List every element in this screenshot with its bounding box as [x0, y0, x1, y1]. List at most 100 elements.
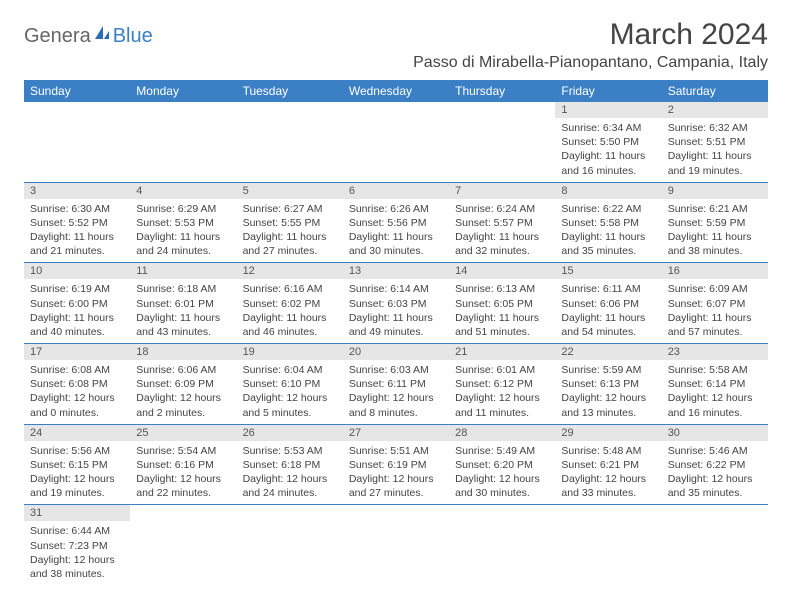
day-content: Sunrise: 5:49 AMSunset: 6:20 PMDaylight:…	[449, 441, 555, 505]
day-number: 18	[130, 344, 236, 360]
header: Genera Blue March 2024 Passo di Mirabell…	[24, 18, 768, 72]
calendar-cell: 9Sunrise: 6:21 AMSunset: 5:59 PMDaylight…	[662, 182, 768, 263]
calendar-row: 17Sunrise: 6:08 AMSunset: 6:08 PMDayligh…	[24, 344, 768, 425]
location: Passo di Mirabella-Pianopantano, Campani…	[413, 54, 768, 72]
col-sunday: Sunday	[24, 80, 130, 102]
day-number: 29	[555, 425, 661, 441]
daylight: Daylight: 12 hours and 11 minutes.	[455, 391, 549, 419]
sunset: Sunset: 6:08 PM	[30, 377, 124, 391]
sunrise: Sunrise: 6:44 AM	[30, 524, 124, 538]
calendar-cell: 27Sunrise: 5:51 AMSunset: 6:19 PMDayligh…	[343, 424, 449, 505]
sunrise: Sunrise: 6:22 AM	[561, 202, 655, 216]
daylight: Daylight: 12 hours and 27 minutes.	[349, 472, 443, 500]
title-block: March 2024 Passo di Mirabella-Pianopanta…	[413, 18, 768, 72]
calendar-cell: 12Sunrise: 6:16 AMSunset: 6:02 PMDayligh…	[237, 263, 343, 344]
day-content: Sunrise: 5:54 AMSunset: 6:16 PMDaylight:…	[130, 441, 236, 505]
sunrise: Sunrise: 5:56 AM	[30, 444, 124, 458]
day-content: Sunrise: 5:56 AMSunset: 6:15 PMDaylight:…	[24, 441, 130, 505]
calendar-cell: 28Sunrise: 5:49 AMSunset: 6:20 PMDayligh…	[449, 424, 555, 505]
sunrise: Sunrise: 6:24 AM	[455, 202, 549, 216]
day-number: 12	[237, 263, 343, 279]
sunrise: Sunrise: 6:27 AM	[243, 202, 337, 216]
day-content: Sunrise: 6:09 AMSunset: 6:07 PMDaylight:…	[662, 279, 768, 343]
daylight: Daylight: 12 hours and 38 minutes.	[30, 553, 124, 581]
calendar-cell: 29Sunrise: 5:48 AMSunset: 6:21 PMDayligh…	[555, 424, 661, 505]
day-number: 19	[237, 344, 343, 360]
daylight: Daylight: 12 hours and 2 minutes.	[136, 391, 230, 419]
sunset: Sunset: 6:02 PM	[243, 297, 337, 311]
day-content: Sunrise: 6:16 AMSunset: 6:02 PMDaylight:…	[237, 279, 343, 343]
daylight: Daylight: 12 hours and 8 minutes.	[349, 391, 443, 419]
calendar-cell	[343, 505, 449, 585]
day-number: 31	[24, 505, 130, 521]
sunset: Sunset: 7:23 PM	[30, 539, 124, 553]
day-number: 24	[24, 425, 130, 441]
day-content: Sunrise: 6:26 AMSunset: 5:56 PMDaylight:…	[343, 199, 449, 263]
day-content: Sunrise: 6:21 AMSunset: 5:59 PMDaylight:…	[662, 199, 768, 263]
sunset: Sunset: 6:21 PM	[561, 458, 655, 472]
day-content: Sunrise: 6:13 AMSunset: 6:05 PMDaylight:…	[449, 279, 555, 343]
calendar-row: 3Sunrise: 6:30 AMSunset: 5:52 PMDaylight…	[24, 182, 768, 263]
sunrise: Sunrise: 6:19 AM	[30, 282, 124, 296]
sunrise: Sunrise: 6:21 AM	[668, 202, 762, 216]
day-number: 20	[343, 344, 449, 360]
daylight: Daylight: 11 hours and 32 minutes.	[455, 230, 549, 258]
day-number: 6	[343, 183, 449, 199]
day-content: Sunrise: 5:53 AMSunset: 6:18 PMDaylight:…	[237, 441, 343, 505]
sunrise: Sunrise: 6:32 AM	[668, 121, 762, 135]
sunset: Sunset: 6:13 PM	[561, 377, 655, 391]
day-number: 11	[130, 263, 236, 279]
calendar-row: 24Sunrise: 5:56 AMSunset: 6:15 PMDayligh…	[24, 424, 768, 505]
calendar-cell: 4Sunrise: 6:29 AMSunset: 5:53 PMDaylight…	[130, 182, 236, 263]
sunrise: Sunrise: 5:48 AM	[561, 444, 655, 458]
day-number: 22	[555, 344, 661, 360]
day-number: 15	[555, 263, 661, 279]
daylight: Daylight: 11 hours and 35 minutes.	[561, 230, 655, 258]
sunrise: Sunrise: 5:49 AM	[455, 444, 549, 458]
day-content: Sunrise: 6:11 AMSunset: 6:06 PMDaylight:…	[555, 279, 661, 343]
calendar-cell	[237, 505, 343, 585]
calendar-cell: 11Sunrise: 6:18 AMSunset: 6:01 PMDayligh…	[130, 263, 236, 344]
calendar-cell: 25Sunrise: 5:54 AMSunset: 6:16 PMDayligh…	[130, 424, 236, 505]
sunrise: Sunrise: 6:29 AM	[136, 202, 230, 216]
daylight: Daylight: 11 hours and 27 minutes.	[243, 230, 337, 258]
sunset: Sunset: 6:12 PM	[455, 377, 549, 391]
calendar-cell: 14Sunrise: 6:13 AMSunset: 6:05 PMDayligh…	[449, 263, 555, 344]
sunset: Sunset: 6:22 PM	[668, 458, 762, 472]
daylight: Daylight: 11 hours and 54 minutes.	[561, 311, 655, 339]
daylight: Daylight: 12 hours and 24 minutes.	[243, 472, 337, 500]
header-row: Sunday Monday Tuesday Wednesday Thursday…	[24, 80, 768, 102]
sunset: Sunset: 5:59 PM	[668, 216, 762, 230]
sunset: Sunset: 6:01 PM	[136, 297, 230, 311]
sunset: Sunset: 5:58 PM	[561, 216, 655, 230]
day-content: Sunrise: 5:51 AMSunset: 6:19 PMDaylight:…	[343, 441, 449, 505]
sunrise: Sunrise: 6:08 AM	[30, 363, 124, 377]
calendar-cell: 20Sunrise: 6:03 AMSunset: 6:11 PMDayligh…	[343, 344, 449, 425]
day-number: 7	[449, 183, 555, 199]
daylight: Daylight: 11 hours and 38 minutes.	[668, 230, 762, 258]
month-title: March 2024	[413, 18, 768, 52]
day-content: Sunrise: 6:18 AMSunset: 6:01 PMDaylight:…	[130, 279, 236, 343]
day-content: Sunrise: 6:19 AMSunset: 6:00 PMDaylight:…	[24, 279, 130, 343]
day-content: Sunrise: 6:29 AMSunset: 5:53 PMDaylight:…	[130, 199, 236, 263]
logo: Genera Blue	[24, 24, 153, 48]
calendar-cell: 23Sunrise: 5:58 AMSunset: 6:14 PMDayligh…	[662, 344, 768, 425]
calendar-cell: 18Sunrise: 6:06 AMSunset: 6:09 PMDayligh…	[130, 344, 236, 425]
day-content: Sunrise: 6:30 AMSunset: 5:52 PMDaylight:…	[24, 199, 130, 263]
calendar-cell: 13Sunrise: 6:14 AMSunset: 6:03 PMDayligh…	[343, 263, 449, 344]
sunrise: Sunrise: 5:58 AM	[668, 363, 762, 377]
day-number: 23	[662, 344, 768, 360]
calendar-cell	[449, 102, 555, 182]
sunrise: Sunrise: 6:18 AM	[136, 282, 230, 296]
day-number: 30	[662, 425, 768, 441]
sunrise: Sunrise: 6:30 AM	[30, 202, 124, 216]
day-number: 4	[130, 183, 236, 199]
day-content: Sunrise: 6:14 AMSunset: 6:03 PMDaylight:…	[343, 279, 449, 343]
calendar-cell: 10Sunrise: 6:19 AMSunset: 6:00 PMDayligh…	[24, 263, 130, 344]
calendar-cell: 6Sunrise: 6:26 AMSunset: 5:56 PMDaylight…	[343, 182, 449, 263]
daylight: Daylight: 12 hours and 35 minutes.	[668, 472, 762, 500]
day-content: Sunrise: 5:59 AMSunset: 6:13 PMDaylight:…	[555, 360, 661, 424]
day-number: 27	[343, 425, 449, 441]
sunset: Sunset: 6:03 PM	[349, 297, 443, 311]
day-content: Sunrise: 6:24 AMSunset: 5:57 PMDaylight:…	[449, 199, 555, 263]
